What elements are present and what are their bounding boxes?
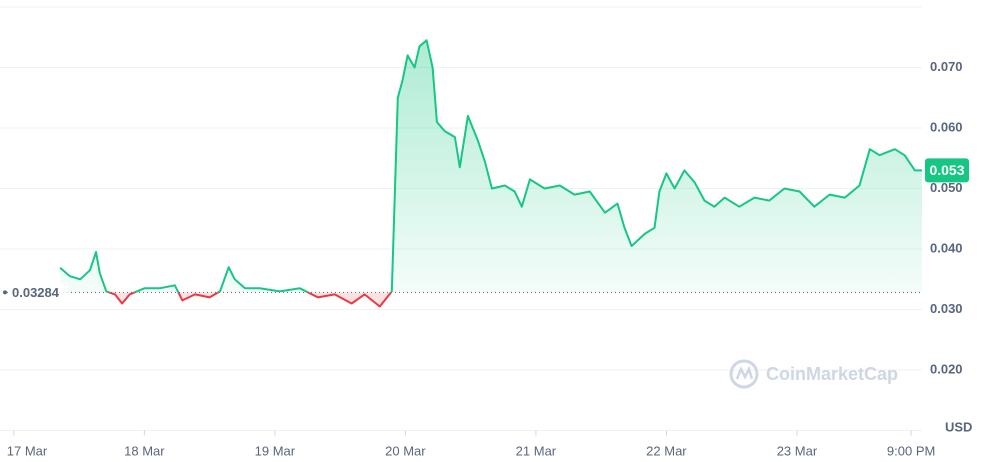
y-tick-label: 0.020 [930,361,963,376]
y-tick-label: 0.030 [930,301,963,316]
x-tick-label: 9:00 PM [887,443,935,458]
x-tick-label: 18 Mar [124,443,165,458]
baseline-label-bg [8,283,68,302]
watermark-text: CoinMarketCap [766,364,898,384]
baseline-label: 0.03284 [12,285,60,300]
y-tick-label: 0.060 [930,119,963,134]
y-axis-label: USD [945,419,972,434]
x-tick-label: 20 Mar [385,443,426,458]
x-tick-label: 19 Mar [255,443,296,458]
area-above [60,40,922,293]
x-tick-label: 21 Mar [516,443,557,458]
x-tick-label: 17 Mar [7,443,48,458]
price-line-below [105,292,393,308]
y-tick-label: 0.040 [930,240,963,255]
current-price-label: 0.053 [929,162,964,178]
baseline-dot [3,290,7,295]
x-tick-label: 22 Mar [646,443,687,458]
current-price-box [925,158,969,183]
watermark: CoinMarketCap [729,359,898,389]
y-tick-label: 0.050 [930,180,963,195]
x-tick-label: 23 Mar [777,443,818,458]
price-line-above [59,39,922,293]
y-tick-label: 0.070 [930,59,963,74]
